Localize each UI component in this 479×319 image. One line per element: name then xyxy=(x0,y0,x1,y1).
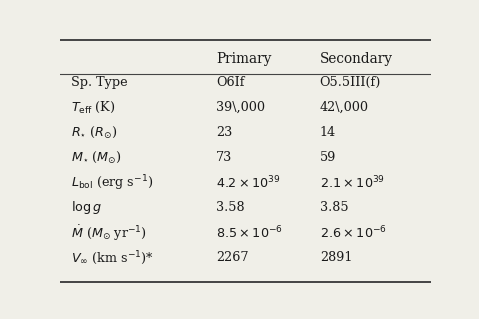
Text: 59: 59 xyxy=(320,151,336,164)
Text: O5.5III(f): O5.5III(f) xyxy=(320,76,381,89)
Text: $8.5\times10^{-6}$: $8.5\times10^{-6}$ xyxy=(216,225,283,241)
Text: $L_{\mathrm{bol}}$ (erg s$^{-1}$): $L_{\mathrm{bol}}$ (erg s$^{-1}$) xyxy=(71,173,153,192)
Text: $\dot{M}$ ($M_{\odot}$ yr$^{-1}$): $\dot{M}$ ($M_{\odot}$ yr$^{-1}$) xyxy=(71,223,147,243)
Text: $V_{\infty}$ (km s$^{-1}$)*: $V_{\infty}$ (km s$^{-1}$)* xyxy=(71,249,154,267)
Text: $R_{\star}$ ($R_{\odot}$): $R_{\star}$ ($R_{\odot}$) xyxy=(71,125,118,140)
Text: $\log g$: $\log g$ xyxy=(71,199,102,216)
Text: 3.85: 3.85 xyxy=(320,201,348,214)
Text: $T_{\mathrm{eff}}$ (K): $T_{\mathrm{eff}}$ (K) xyxy=(71,100,115,115)
Text: Secondary: Secondary xyxy=(320,52,393,66)
Text: $M_{\star}$ ($M_{\odot}$): $M_{\star}$ ($M_{\odot}$) xyxy=(71,150,122,165)
Text: 3.58: 3.58 xyxy=(216,201,244,214)
Text: O6If: O6If xyxy=(216,76,244,89)
Text: Primary: Primary xyxy=(216,52,271,66)
Text: 73: 73 xyxy=(216,151,232,164)
Text: Sp. Type: Sp. Type xyxy=(71,76,127,89)
Text: 2267: 2267 xyxy=(216,251,248,264)
Text: 42\,000: 42\,000 xyxy=(320,101,369,114)
Text: 2891: 2891 xyxy=(320,251,352,264)
Text: $2.1\times10^{39}$: $2.1\times10^{39}$ xyxy=(320,174,385,191)
Text: 39\,000: 39\,000 xyxy=(216,101,265,114)
Text: 23: 23 xyxy=(216,126,232,139)
Text: 14: 14 xyxy=(320,126,336,139)
Text: $2.6\times10^{-6}$: $2.6\times10^{-6}$ xyxy=(320,225,387,241)
Text: $4.2\times10^{39}$: $4.2\times10^{39}$ xyxy=(216,174,280,191)
